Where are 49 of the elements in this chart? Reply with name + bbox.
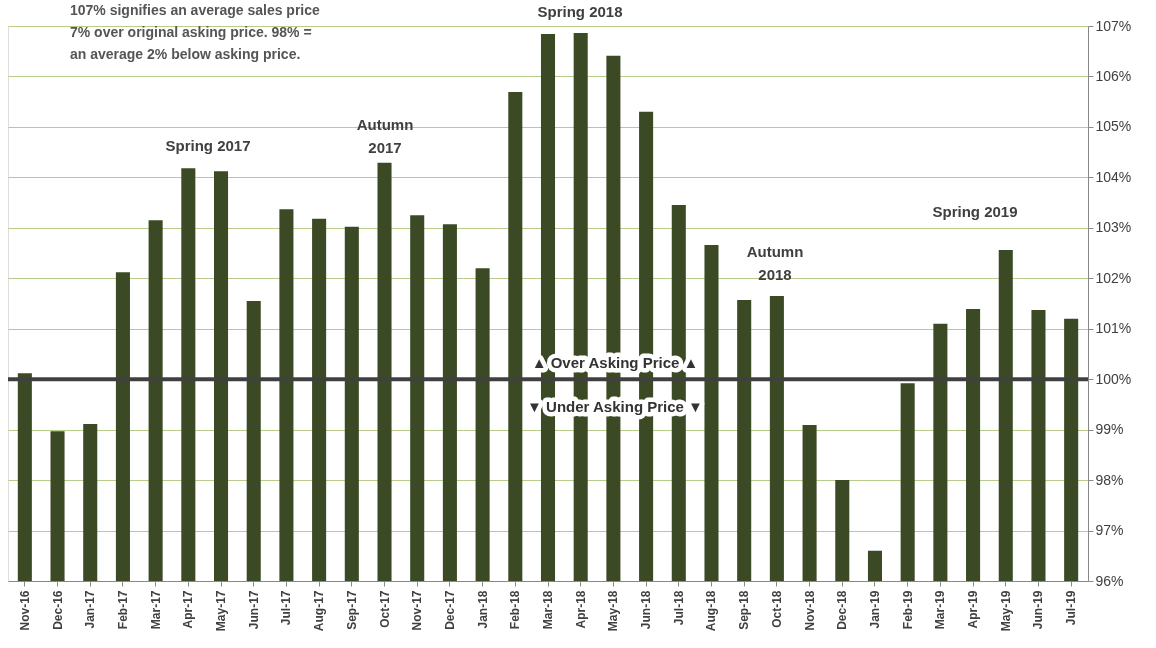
x-tick-label: Apr-19: [966, 590, 981, 629]
x-tick-label: May-19: [998, 590, 1013, 632]
x-tick-label: Jan-17: [83, 590, 98, 629]
x-tick-label: Nov-16: [17, 590, 32, 631]
text: Spring 2018: [537, 3, 623, 20]
y-tick-label: 96%: [1095, 572, 1124, 589]
y-tick-label: 106%: [1095, 67, 1132, 84]
x-tick-label: Dec-16: [50, 590, 65, 630]
x-tick-label: Mar-18: [541, 590, 555, 630]
x-tick-label: Sep-18: [737, 590, 752, 630]
annotation: Spring 2017: [165, 137, 251, 154]
x-tick-label: Jan-18: [475, 590, 490, 629]
x-tick-label: Sep-17: [344, 590, 359, 630]
x-tick-label: Feb-17: [115, 590, 130, 630]
x-tick-label: Oct-18: [769, 590, 784, 628]
annotation: Spring 2019: [932, 203, 1018, 220]
x-tick-label: Jun-18: [639, 590, 654, 630]
x-tick-label: Dec-18: [835, 590, 850, 630]
x-tick-label: Dec-17: [442, 590, 457, 630]
x-tick-label: Nov-17: [410, 590, 425, 631]
x-tick-label: Nov-18: [802, 590, 817, 631]
annotation: 107% signifies an average sales price 7% over original asking price. 98% = an average 2% below asking price.: [70, 2, 321, 62]
y-tick-label: 99%: [1095, 421, 1124, 438]
x-tick-label: May-18: [606, 590, 621, 632]
x-tick-label: Jul-18: [671, 590, 686, 626]
y-tick-label: 98%: [1095, 471, 1124, 488]
y-tick-label: 105%: [1095, 118, 1132, 135]
x-tick-label: Jun-17: [246, 590, 261, 630]
x-tick-label: Apr-18: [573, 590, 588, 629]
y-tick-label: 104%: [1095, 168, 1132, 185]
x-tick-label: Oct-17: [377, 590, 392, 628]
y-tick-label: 97%: [1095, 522, 1124, 539]
y-tick-label: 101%: [1095, 320, 1132, 337]
x-tick-label: Aug-17: [312, 590, 327, 632]
x-tick-label: Feb-19: [900, 590, 915, 630]
x-tick-label: Jul-17: [279, 590, 294, 626]
y-tick-label: 107%: [1095, 17, 1132, 34]
y-tick-label: 103%: [1095, 219, 1132, 236]
y-tick-label: 100%: [1095, 370, 1132, 387]
x-tick-label: Apr-17: [181, 590, 196, 629]
x-tick-label: May-17: [214, 590, 229, 632]
x-tick-label: Aug-18: [704, 590, 719, 632]
x-tick-label: Mar-19: [933, 590, 948, 630]
x-tick-label: Jul-19: [1064, 590, 1079, 626]
x-tick-label: Jan-19: [867, 590, 882, 629]
y-tick-label: 102%: [1095, 269, 1132, 286]
x-tick-label: Jun-19: [1031, 590, 1046, 630]
x-tick-label: Mar-17: [148, 590, 163, 630]
x-tick-label: Feb-18: [508, 590, 523, 630]
